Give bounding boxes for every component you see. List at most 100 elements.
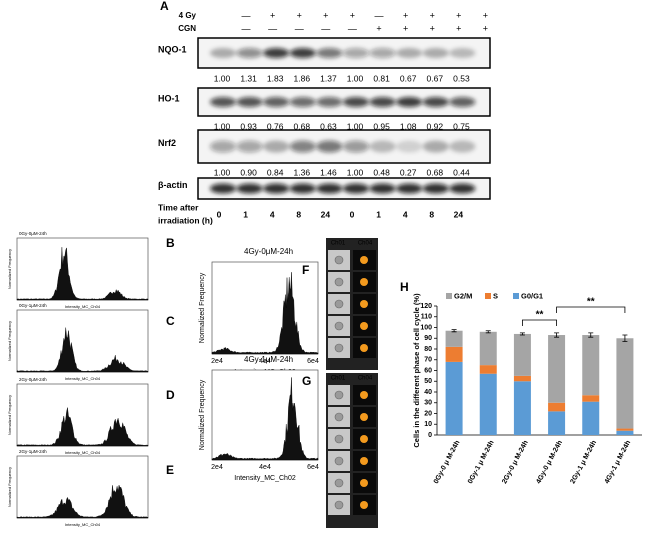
histogram-frame — [211, 261, 319, 355]
blot-label: NQO-1 — [158, 44, 187, 54]
error-bar — [451, 329, 457, 333]
blot-label: HO-1 — [158, 93, 180, 103]
treatment-sign: — — [321, 23, 330, 33]
blot-quantity: 0.48 — [373, 167, 390, 177]
fluor-nucleus — [360, 256, 368, 264]
y-tick-label: 10 — [424, 421, 432, 428]
bar-segment — [548, 402, 566, 412]
histogram-frame — [16, 383, 149, 447]
fluor-nucleus — [360, 413, 368, 421]
brightfield-nucleus — [334, 434, 344, 444]
histogram-shape — [16, 407, 149, 447]
y-axis-label: Cells in the different phase of cell cyc… — [412, 293, 421, 448]
time-value: 4 — [270, 209, 275, 219]
blot-band — [316, 97, 343, 107]
blot-quantity: 1.00 — [347, 73, 364, 83]
legend-swatch — [513, 293, 519, 299]
treatment-label: 4 Gy — [179, 11, 197, 20]
histogram-shape — [211, 377, 319, 461]
y-tick-label: 100 — [420, 324, 432, 331]
blot-quantity: 1.86 — [294, 73, 311, 83]
histogram-tick-label: 2e4 — [211, 464, 223, 471]
blot-quantity: 1.83 — [267, 73, 284, 83]
fluor-nucleus — [360, 457, 368, 465]
blot-bands — [210, 183, 476, 194]
y-tick-label: 60 — [424, 367, 432, 374]
blot-quantity: 0.90 — [240, 167, 257, 177]
panel-letter: D — [166, 388, 175, 402]
image-header: Ch04 — [358, 376, 373, 382]
time-value: 0 — [217, 209, 222, 219]
histogram-tick-label: 2e4 — [211, 358, 223, 365]
significance-bracket — [556, 306, 626, 313]
bar-segment — [445, 330, 463, 347]
fluor-nucleus — [360, 435, 368, 443]
bar-segment — [479, 365, 497, 374]
bar-segment — [513, 381, 531, 435]
brightfield-nucleus — [334, 456, 344, 466]
y-tick-label: 80 — [424, 346, 432, 353]
blot-band — [343, 97, 369, 107]
bar-segment — [616, 428, 634, 431]
image-header: Ch01 — [331, 241, 346, 247]
blot-quantity: 1.36 — [294, 167, 311, 177]
histogram-shape — [16, 485, 149, 519]
bar-segment — [582, 401, 600, 435]
y-tick-label: 40 — [424, 389, 432, 396]
y-tick-label: 90 — [424, 335, 432, 342]
histogram-y-label: Normalized Frequency — [7, 395, 12, 435]
x-tick-label: 4Gy-0 μ M-24h — [535, 440, 564, 486]
panel-letter: C — [166, 314, 175, 328]
brightfield-nucleus — [334, 500, 344, 510]
histogram-tick-label: 4e4 — [259, 358, 271, 365]
bar-segment — [582, 335, 600, 396]
x-tick-label: 4Gy-1 μ M-24h — [604, 440, 633, 486]
blot-band — [396, 48, 423, 58]
brightfield-nucleus — [334, 299, 344, 309]
blot-band — [236, 183, 263, 194]
blot-band — [369, 183, 396, 194]
bar-segment — [548, 411, 566, 435]
histogram-x-label: Intensity_MC_Ch04 — [65, 376, 101, 381]
blot-quantity: 0.67 — [400, 73, 417, 83]
histogram-title: 2Gy-0μM-24h — [19, 377, 47, 382]
y-tick-label: 120 — [420, 303, 432, 310]
time-value: 24 — [321, 209, 331, 219]
blot-band — [236, 48, 263, 58]
histogram-title: 4Gy-0μM-24h — [244, 247, 293, 256]
treatment-sign: + — [376, 23, 381, 33]
histogram-title: 0Gy-0μM-24h — [19, 231, 47, 236]
bar-segment — [513, 333, 531, 376]
histogram-y-label: Normalized Frequency — [7, 321, 12, 361]
brightfield-nucleus — [334, 255, 344, 265]
blot-quantity: 1.00 — [347, 167, 364, 177]
treatment-sign: — — [242, 23, 251, 33]
blot-band — [316, 183, 343, 194]
blot-band — [422, 48, 449, 58]
panel-letter: A — [160, 0, 169, 13]
treatment-sign: — — [375, 10, 384, 20]
image-header: Ch01 — [331, 376, 346, 382]
fluor-nucleus — [360, 479, 368, 487]
blot-quantity: 0.67 — [427, 73, 444, 83]
panel-letter: G — [302, 374, 311, 388]
blot-band — [343, 183, 369, 194]
blot-band — [449, 183, 476, 194]
blot-quantity: 0.84 — [267, 167, 284, 177]
histogram-frame — [16, 455, 149, 519]
legend-label: G0/G1 — [521, 291, 543, 300]
brightfield-nucleus — [334, 390, 344, 400]
blot-band — [289, 183, 316, 194]
fluor-nucleus — [360, 391, 368, 399]
blot-band — [396, 140, 423, 153]
blot-quantity: 0.44 — [453, 167, 470, 177]
histogram-x-label: Intensity_MC_Ch04 — [65, 304, 101, 309]
blot-band — [263, 97, 290, 107]
blot-quantity: 0.68 — [294, 121, 311, 131]
legend-swatch — [485, 293, 491, 299]
time-value: 1 — [243, 209, 248, 219]
histogram-y-label: Normalized Frequency — [199, 379, 206, 450]
fluor-nucleus — [360, 322, 368, 330]
legend-swatch — [446, 293, 452, 299]
error-bar — [588, 332, 594, 338]
